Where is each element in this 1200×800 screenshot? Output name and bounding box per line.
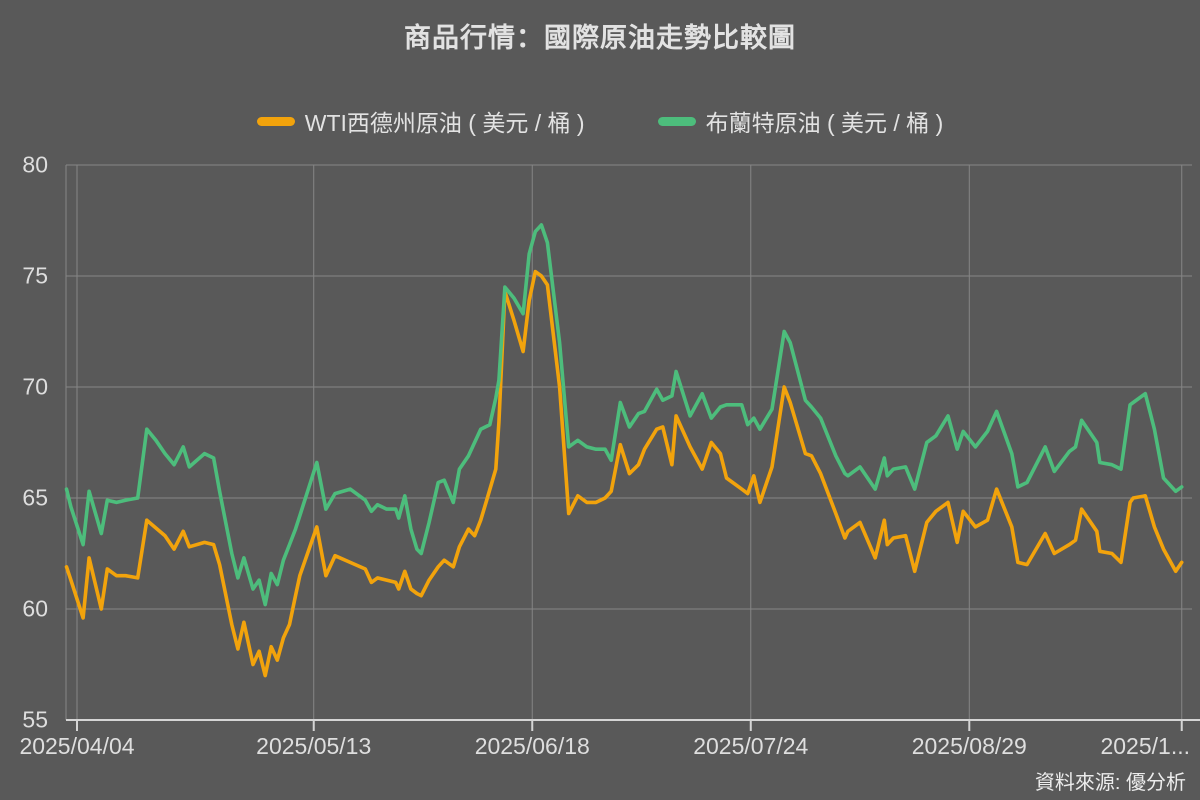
legend-label-wti: WTI西德州原油 ( 美元 / 桶 ) xyxy=(304,110,585,136)
legend-label-brent: 布蘭特原油 ( 美元 / 桶 ) xyxy=(705,110,944,136)
x-tick-label-3: 2025/07/24 xyxy=(693,733,809,759)
wti-line-swatch-icon xyxy=(256,116,295,126)
series-line-wti[interactable] xyxy=(64,269,1184,678)
brent-line-swatch-icon xyxy=(657,116,696,126)
y-tick-label-65: 65 xyxy=(22,484,48,511)
series-line-brent[interactable] xyxy=(64,223,1184,607)
legend: WTI西德州原油 ( 美元 / 桶 ) 布蘭特原油 ( 美元 / 桶 ) xyxy=(0,104,1200,138)
y-tick-label-55: 55 xyxy=(22,706,48,733)
y-tick-label-80: 80 xyxy=(22,151,48,178)
y-tick-label-70: 70 xyxy=(22,373,48,400)
x-tick-label-5: 2025/1... xyxy=(1100,733,1190,759)
legend-item-brent[interactable]: 布蘭特原油 ( 美元 / 桶 ) xyxy=(657,104,944,138)
source-note: 資料來源: 優分析 xyxy=(1034,772,1186,794)
x-tick-label-1: 2025/05/13 xyxy=(256,733,372,759)
legend-item-wti[interactable]: WTI西德州原油 ( 美元 / 桶 ) xyxy=(256,104,585,138)
y-tick-label-75: 75 xyxy=(22,262,48,289)
x-tick-label-4: 2025/08/29 xyxy=(911,733,1027,759)
x-tick-label-0: 2025/04/04 xyxy=(19,733,135,759)
chart-title: 商品行情：國際原油走勢比較圖 xyxy=(404,23,796,53)
x-tick-label-2: 2025/06/18 xyxy=(474,733,590,759)
y-tick-label-60: 60 xyxy=(22,595,48,622)
